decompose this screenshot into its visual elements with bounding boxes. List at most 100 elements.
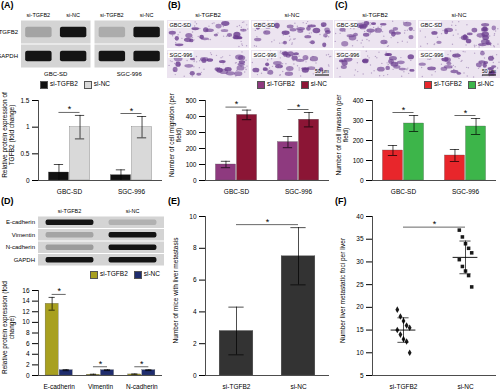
svg-text:si-NC: si-NC: [452, 12, 468, 18]
html-text:Number of cell invasion (per f: Number of cell invasion (per field): [335, 94, 349, 176]
svg-text:400: 400: [186, 113, 197, 120]
svg-text:*: *: [464, 108, 468, 118]
svg-text:10: 10: [22, 318, 30, 325]
svg-text:0.5: 0.5: [20, 150, 29, 157]
svg-text:TGFB2: TGFB2: [0, 29, 19, 35]
svg-text:0: 0: [26, 177, 30, 184]
svg-text:SGC-996: SGC-996: [117, 71, 143, 77]
svg-text:8: 8: [193, 244, 197, 251]
svg-text:*: *: [402, 105, 406, 115]
svg-text:*: *: [68, 104, 72, 114]
html-text:(C): (C): [335, 0, 348, 10]
svg-text:400: 400: [353, 97, 364, 104]
svg-text:1.5: 1.5: [20, 97, 29, 104]
svg-text:12: 12: [22, 308, 30, 315]
svg-text:si-TGFB2: si-TGFB2: [195, 12, 221, 18]
html-text:(E): (E): [168, 196, 180, 206]
svg-text:0: 0: [193, 372, 197, 379]
svg-text:si-NC: si-NC: [126, 208, 140, 214]
svg-text:2: 2: [26, 361, 30, 368]
svg-text:*: *: [99, 359, 103, 369]
svg-text:GBC-SD: GBC-SD: [421, 22, 442, 28]
svg-text:100: 100: [186, 161, 197, 168]
svg-text:*: *: [235, 99, 239, 109]
svg-text:30: 30: [356, 258, 364, 265]
html-text:(B): (B): [168, 0, 181, 10]
svg-text:25: 25: [356, 281, 364, 288]
svg-text:E-cadherin: E-cadherin: [6, 219, 35, 225]
svg-text:si-TGFB2: si-TGFB2: [390, 383, 418, 389]
svg-text:SGC-996: SGC-996: [337, 52, 360, 58]
svg-text:0: 0: [26, 372, 30, 379]
svg-text:si-NC: si-NC: [140, 12, 154, 18]
svg-text:5: 5: [360, 372, 364, 379]
svg-text:50 μm: 50 μm: [482, 68, 496, 74]
svg-text:si-NC: si-NC: [457, 383, 474, 389]
svg-text:1: 1: [26, 123, 30, 130]
svg-text:500: 500: [186, 97, 197, 104]
svg-text:10: 10: [356, 349, 364, 356]
svg-text:*: *: [297, 102, 301, 112]
svg-text:0: 0: [360, 177, 364, 184]
svg-text:200: 200: [353, 137, 364, 144]
svg-text:GBC-SD: GBC-SD: [224, 188, 250, 195]
html-text:Relative protein expression of: Relative protein expression of TGFB2 (fo…: [1, 92, 15, 178]
svg-text:GBC-SD: GBC-SD: [391, 188, 417, 195]
svg-text:GAPDH: GAPDH: [0, 53, 18, 59]
svg-text:GBC-SD: GBC-SD: [44, 71, 68, 77]
svg-text:SGC-996: SGC-996: [452, 188, 479, 195]
svg-text:si-TGFB2: si-TGFB2: [27, 12, 51, 18]
svg-text:si-TGFB2: si-TGFB2: [223, 383, 251, 389]
svg-text:E-cadherin: E-cadherin: [43, 383, 75, 389]
svg-text:GAPDH: GAPDH: [14, 257, 35, 263]
svg-text:SGC-996: SGC-996: [285, 188, 312, 195]
html-text:(D): (D): [1, 196, 14, 206]
svg-text:10: 10: [189, 213, 197, 220]
svg-text:GBC-SD: GBC-SD: [337, 22, 358, 28]
svg-text:50 μm: 50 μm: [315, 68, 329, 74]
html-text:Relative protein expression (f: Relative protein expression (fold change…: [1, 281, 15, 374]
svg-text:6: 6: [193, 276, 197, 283]
svg-text:300: 300: [353, 117, 364, 124]
html-text:(F): (F): [335, 196, 347, 206]
svg-text:si-TGFB2: si-TGFB2: [58, 208, 82, 214]
svg-text:SGC-996: SGC-996: [421, 52, 444, 58]
svg-text:15: 15: [356, 326, 364, 333]
svg-text:si-NC: si-NC: [66, 12, 80, 18]
svg-text:Vimentin: Vimentin: [88, 383, 114, 389]
svg-text:si-NC: si-NC: [290, 383, 307, 389]
svg-text:20: 20: [356, 303, 364, 310]
html-text:(A): (A): [1, 0, 14, 10]
svg-text:*: *: [433, 219, 437, 229]
svg-text:si-NC: si-NC: [285, 12, 301, 18]
svg-text:16: 16: [22, 287, 30, 294]
svg-text:6: 6: [26, 340, 30, 347]
svg-text:300: 300: [186, 129, 197, 136]
svg-text:si-TGFB2: si-TGFB2: [100, 12, 124, 18]
svg-text:8: 8: [26, 329, 30, 336]
svg-text:*: *: [266, 217, 270, 227]
svg-text:SGC-996: SGC-996: [118, 188, 145, 195]
svg-text:N-cadherin: N-cadherin: [6, 244, 35, 250]
svg-text:40: 40: [356, 213, 364, 220]
svg-text:35: 35: [356, 235, 364, 242]
svg-text:si-TGFB2: si-TGFB2: [362, 12, 388, 18]
svg-text:SGC-996: SGC-996: [170, 52, 193, 58]
svg-text:4: 4: [193, 308, 197, 315]
svg-text:*: *: [140, 359, 144, 369]
svg-text:GBC-SD: GBC-SD: [170, 22, 191, 28]
svg-text:200: 200: [186, 145, 197, 152]
svg-text:GBC-SD: GBC-SD: [57, 188, 83, 195]
svg-text:*: *: [57, 286, 61, 296]
svg-text:4: 4: [26, 350, 30, 357]
svg-text:2: 2: [193, 340, 197, 347]
svg-text:14: 14: [22, 297, 30, 304]
svg-text:0: 0: [193, 177, 197, 184]
svg-text:GBC-SD: GBC-SD: [254, 22, 275, 28]
svg-text:Vimentin: Vimentin: [12, 232, 35, 238]
html-text:Number of cell migration (per: Number of cell migration (per field): [168, 93, 182, 177]
svg-text:N-cadherin: N-cadherin: [126, 383, 158, 389]
svg-text:*: *: [130, 106, 134, 116]
svg-text:SGC-996: SGC-996: [254, 52, 277, 58]
svg-text:100: 100: [353, 157, 364, 164]
